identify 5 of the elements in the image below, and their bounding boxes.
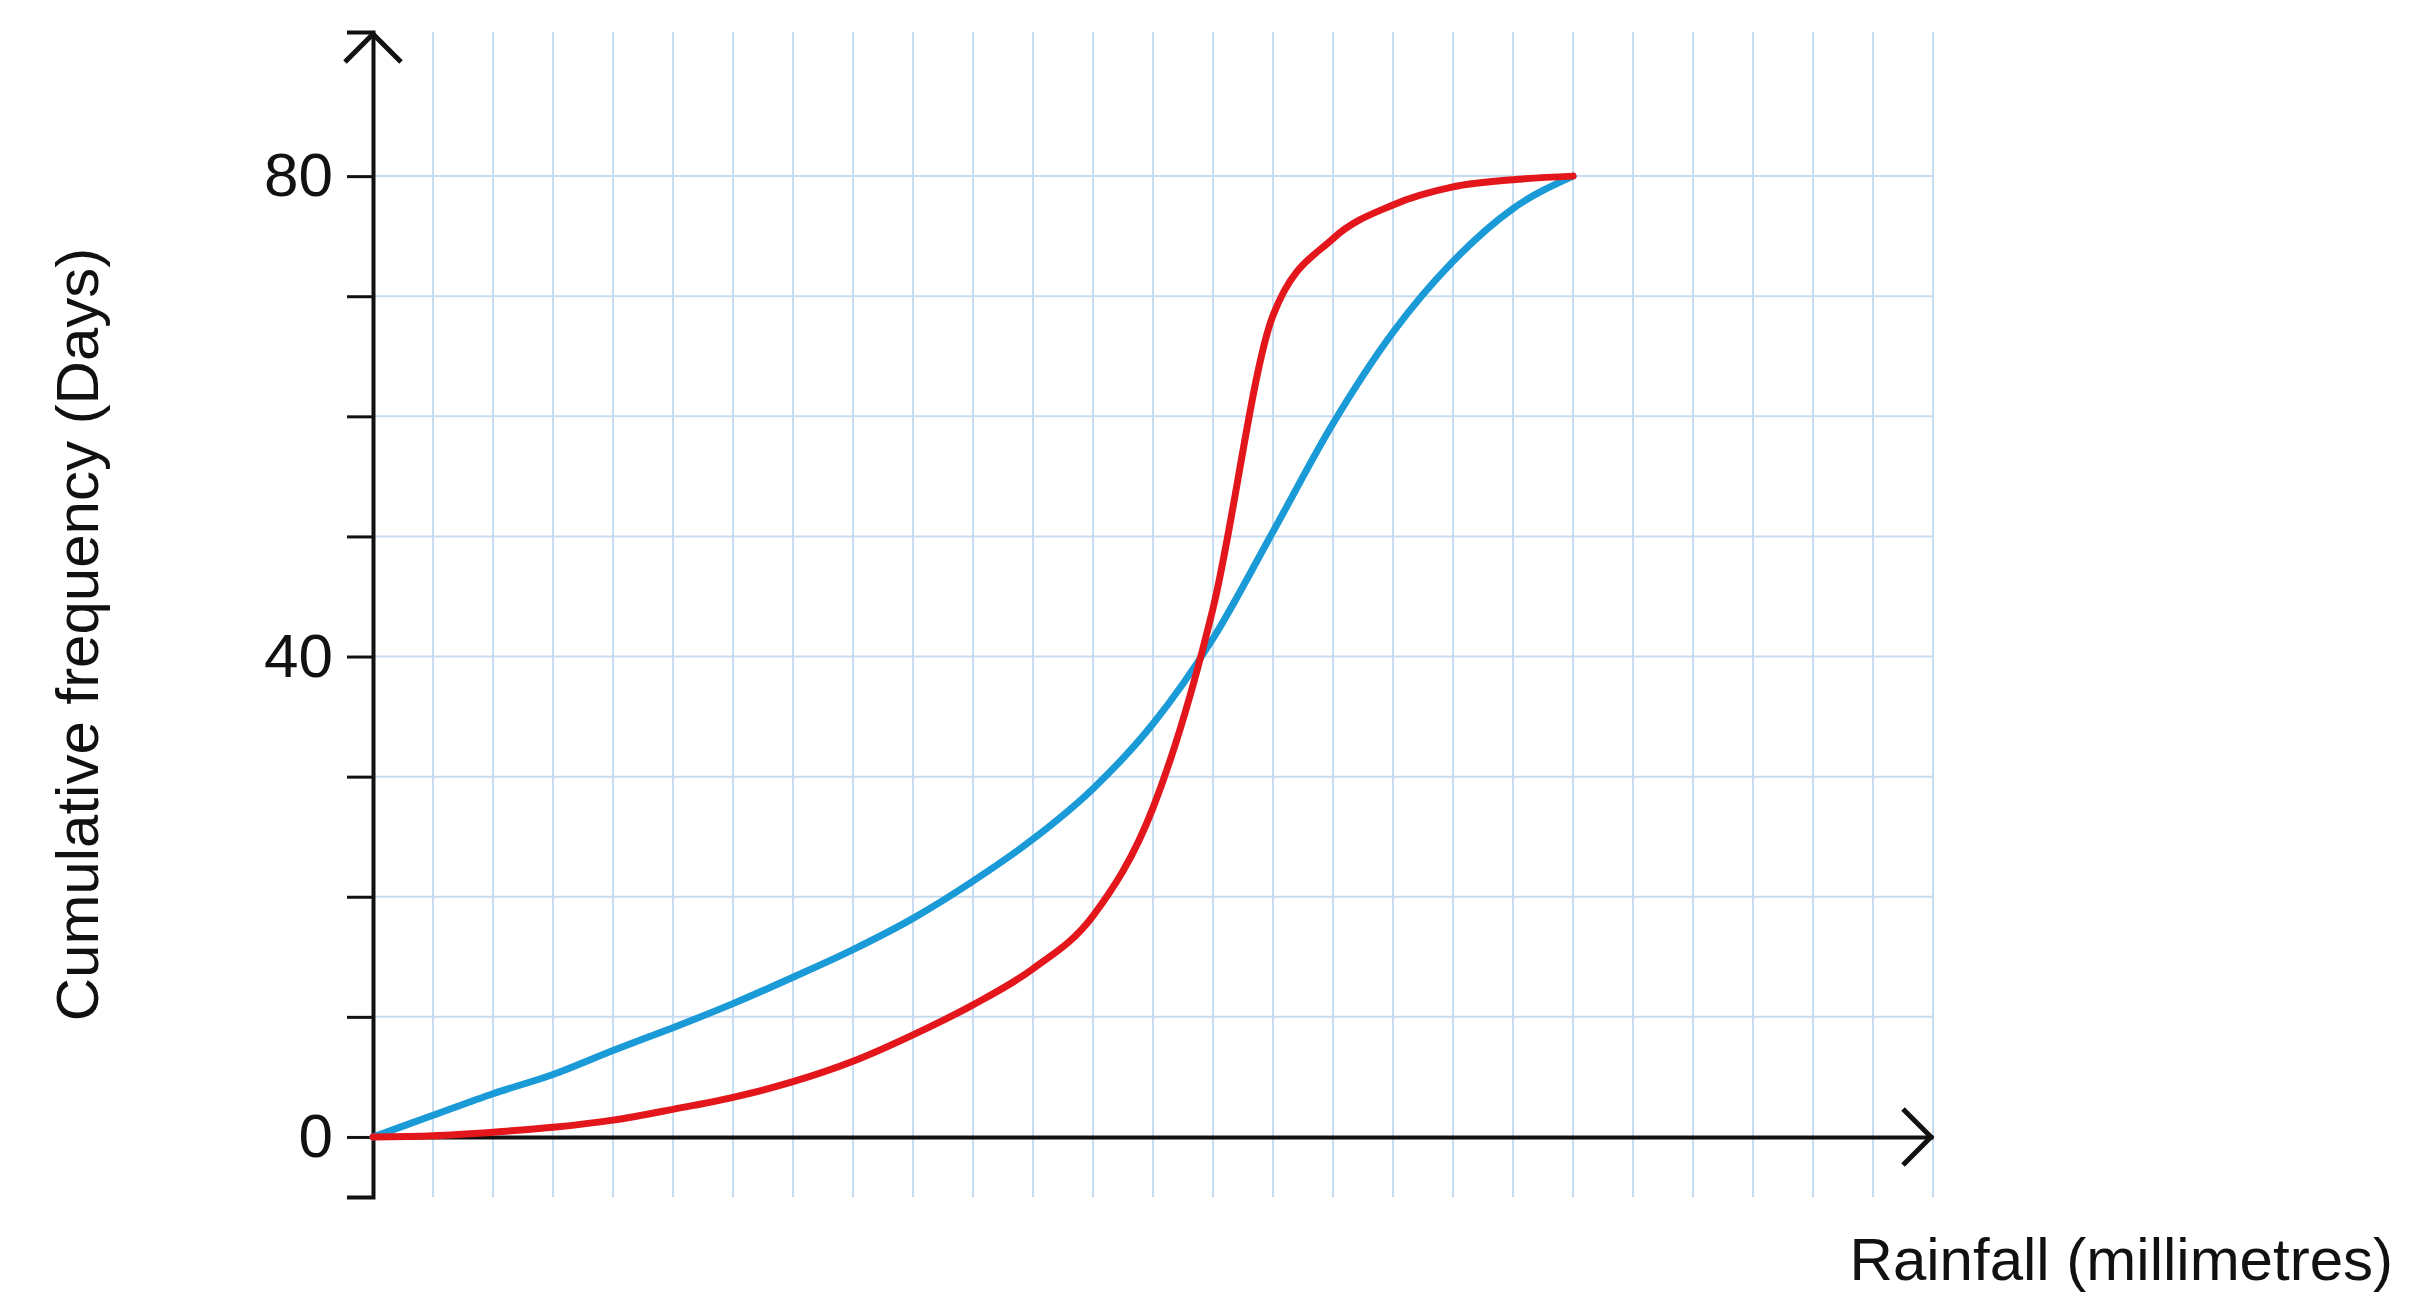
y-tick-label: 40 [264,620,333,690]
y-axis-title: Cumulative frequency (Days) [44,247,111,1022]
x-axis-title: Rainfall (millimetres) [1849,1226,2393,1293]
y-tick-label: 80 [264,140,333,210]
y-tick-label: 0 [298,1101,333,1171]
